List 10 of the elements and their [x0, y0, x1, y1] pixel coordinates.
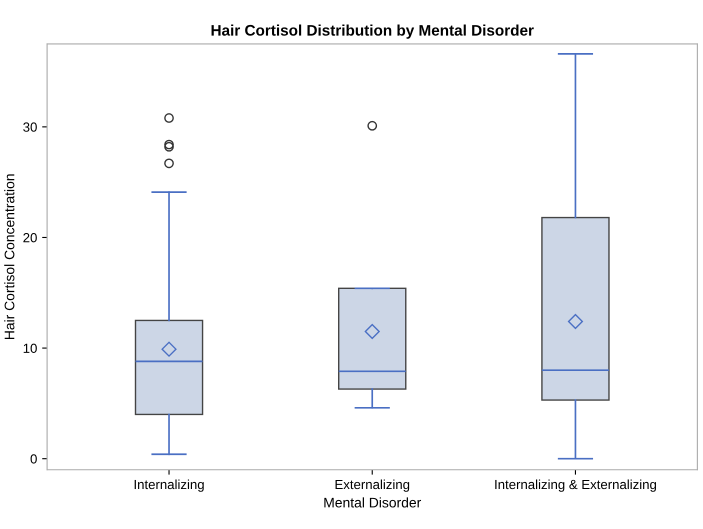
y-tick-label: 0	[30, 454, 37, 464]
y-axis-title: Hair Cortisol Concentration	[4, 174, 14, 340]
x-tick-label: Externalizing	[336, 479, 410, 492]
y-tick-label: 30	[23, 122, 37, 132]
chart-title: Hair Cortisol Distribution by Mental Disorder	[212, 24, 534, 39]
x-tick-label: Internalizing & Externalizing	[495, 479, 656, 492]
x-axis-title: Mental Disorder	[324, 497, 422, 508]
x-tick-label: Internalizing	[134, 479, 204, 492]
y-tick-label: 20	[23, 233, 37, 242]
y-tick-label: 10	[24, 344, 37, 353]
